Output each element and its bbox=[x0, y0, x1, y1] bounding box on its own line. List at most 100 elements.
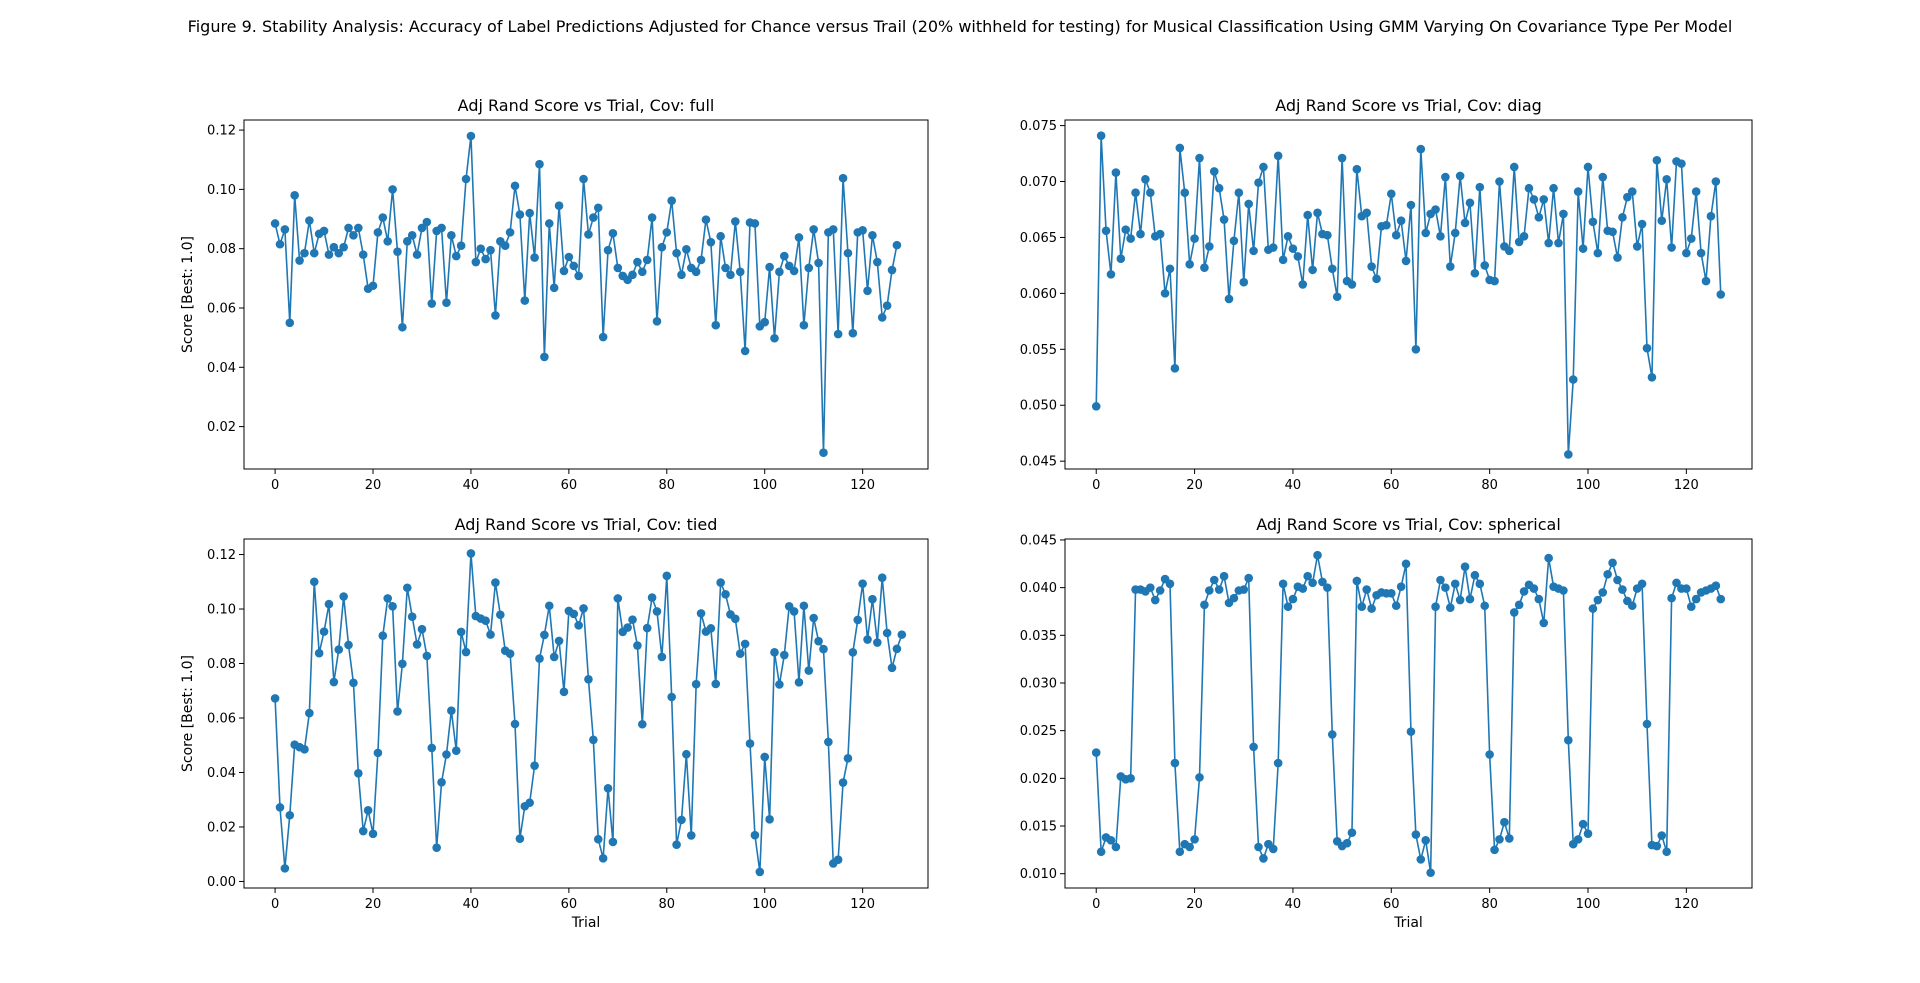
data-point bbox=[1677, 159, 1686, 168]
data-point bbox=[451, 746, 461, 755]
data-point bbox=[1367, 262, 1376, 271]
data-point bbox=[329, 677, 339, 687]
data-point bbox=[1224, 294, 1234, 304]
data-point bbox=[1126, 234, 1135, 243]
data-point bbox=[1146, 188, 1155, 198]
data-point bbox=[1559, 586, 1568, 595]
data-point bbox=[868, 231, 877, 240]
data-point bbox=[1131, 188, 1140, 198]
data-point bbox=[858, 226, 867, 235]
data-point bbox=[373, 748, 383, 758]
data-point bbox=[819, 644, 828, 654]
data-point bbox=[1401, 256, 1411, 266]
data-point bbox=[554, 201, 564, 210]
data-point bbox=[456, 627, 466, 637]
data-point bbox=[1155, 229, 1165, 239]
data-point bbox=[451, 251, 461, 261]
data-point bbox=[1323, 583, 1332, 592]
data-point bbox=[540, 630, 549, 640]
data-point bbox=[1396, 216, 1406, 225]
data-point bbox=[510, 719, 520, 729]
data-point bbox=[1431, 205, 1440, 214]
data-point bbox=[799, 601, 809, 611]
data-point bbox=[309, 577, 319, 587]
data-point bbox=[760, 752, 770, 762]
data-point bbox=[1642, 719, 1652, 729]
data-point bbox=[1219, 215, 1229, 224]
data-point bbox=[613, 263, 623, 273]
data-point bbox=[623, 623, 632, 632]
data-point bbox=[809, 225, 818, 234]
data-point bbox=[897, 630, 907, 639]
data-point bbox=[1662, 174, 1671, 184]
data-point bbox=[775, 680, 784, 689]
data-point bbox=[1273, 758, 1283, 768]
data-point bbox=[339, 242, 348, 252]
data-point bbox=[1603, 569, 1612, 579]
data-point bbox=[686, 831, 696, 840]
data-point bbox=[1662, 847, 1671, 857]
data-point bbox=[701, 215, 711, 224]
data-point bbox=[525, 798, 534, 808]
data-point bbox=[1588, 604, 1598, 613]
x-tick-label: 40 bbox=[463, 478, 480, 493]
data-point bbox=[1268, 844, 1278, 854]
data-point bbox=[1637, 579, 1647, 589]
data-point bbox=[1436, 575, 1445, 585]
data-point bbox=[1150, 595, 1160, 605]
data-point bbox=[383, 236, 393, 246]
data-point bbox=[1367, 604, 1376, 613]
data-point bbox=[398, 659, 407, 669]
y-tick-label: 0.020 bbox=[1020, 772, 1057, 787]
data-point bbox=[1711, 177, 1721, 186]
data-point bbox=[603, 783, 613, 793]
data-point bbox=[569, 261, 579, 271]
data-point bbox=[682, 244, 691, 254]
data-point bbox=[319, 226, 329, 236]
data-point bbox=[1308, 265, 1317, 275]
data-point bbox=[1544, 553, 1553, 563]
data-point bbox=[1229, 593, 1239, 603]
data-point bbox=[853, 615, 863, 625]
data-point bbox=[1337, 153, 1347, 163]
data-point bbox=[1372, 274, 1381, 284]
data-point bbox=[1691, 187, 1701, 196]
data-point bbox=[1288, 594, 1298, 604]
data-point bbox=[1352, 576, 1362, 586]
data-point bbox=[711, 679, 721, 689]
data-point bbox=[1691, 594, 1701, 604]
data-point bbox=[1239, 277, 1249, 287]
data-point bbox=[804, 263, 814, 273]
data-point bbox=[1460, 218, 1470, 228]
data-point bbox=[398, 322, 407, 332]
data-point bbox=[770, 648, 779, 657]
x-tick-label: 0 bbox=[1092, 478, 1100, 493]
data-point bbox=[696, 609, 706, 618]
data-point bbox=[285, 318, 295, 328]
data-point bbox=[1421, 836, 1431, 845]
data-point bbox=[1598, 172, 1608, 182]
x-tick-label: 120 bbox=[1674, 478, 1699, 493]
data-point bbox=[1386, 189, 1396, 199]
data-point bbox=[721, 263, 730, 273]
data-point bbox=[422, 651, 432, 661]
data-point bbox=[491, 311, 500, 320]
data-point bbox=[1514, 600, 1524, 610]
x-tick-label: 80 bbox=[659, 897, 676, 912]
y-tick-label: 0.030 bbox=[1020, 676, 1057, 691]
data-point bbox=[1460, 562, 1470, 571]
data-point bbox=[1549, 183, 1558, 193]
data-point bbox=[1136, 229, 1145, 239]
data-point bbox=[393, 707, 402, 716]
data-point bbox=[1283, 602, 1293, 611]
data-point bbox=[314, 648, 324, 658]
data-point bbox=[652, 607, 662, 616]
data-point bbox=[1490, 276, 1499, 286]
data-point bbox=[1524, 183, 1534, 193]
data-point bbox=[1593, 248, 1603, 258]
data-point bbox=[892, 240, 902, 250]
data-point bbox=[520, 296, 530, 305]
data-point bbox=[1632, 242, 1642, 251]
data-point bbox=[814, 258, 823, 268]
data-point bbox=[584, 675, 593, 684]
